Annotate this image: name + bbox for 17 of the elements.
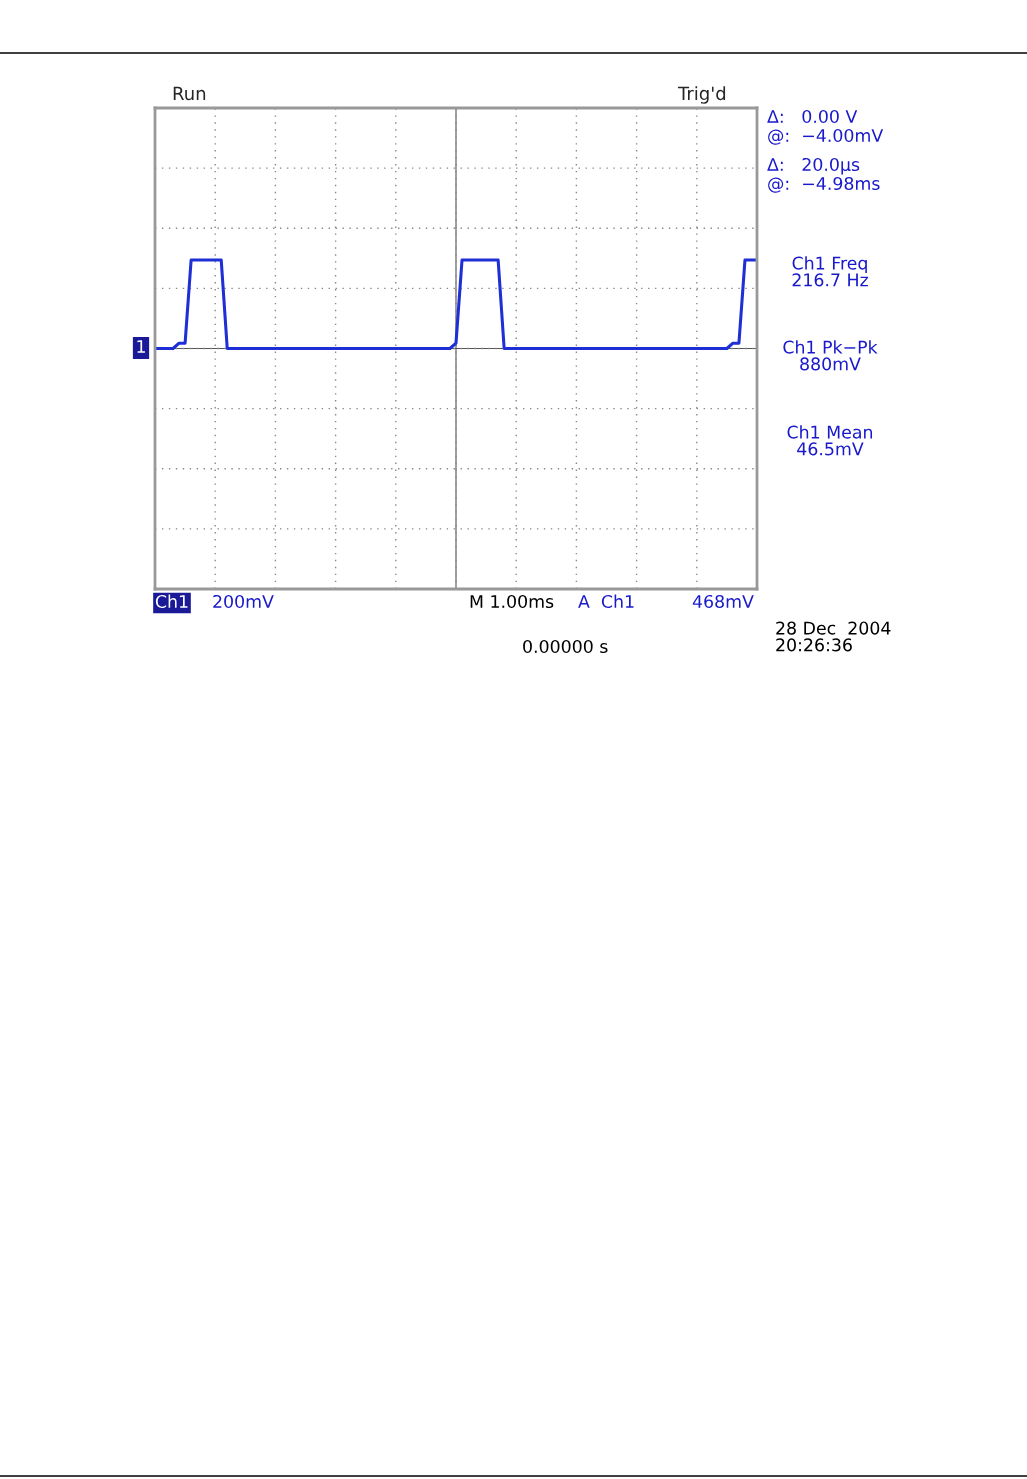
text: Δ: 20.0µs (767, 157, 860, 175)
text: A Ch1 (578, 594, 634, 609)
text: Ch1 Pk−Pk 880mV (783, 340, 878, 371)
text: Δ: 0.00 V (767, 109, 858, 124)
text: M 1.00ms (470, 594, 554, 609)
text: 1 (137, 340, 145, 353)
text: 468mV (692, 594, 754, 609)
chart-subtitle: Trig'd (677, 86, 726, 104)
text: Ch1 Freq 216.7 Hz (792, 256, 868, 287)
text: 28 Dec 2004 20:26:36 (776, 621, 891, 652)
text: 0.00000 s (523, 639, 608, 654)
text: @: −4.00mV (768, 128, 884, 145)
chart-title: Run (173, 86, 206, 101)
text: 200mV (213, 594, 274, 609)
text: @: −4.98ms (768, 176, 880, 193)
text: Ch1 Mean 46.5mV (787, 425, 873, 456)
text: Ch1 (155, 594, 188, 609)
